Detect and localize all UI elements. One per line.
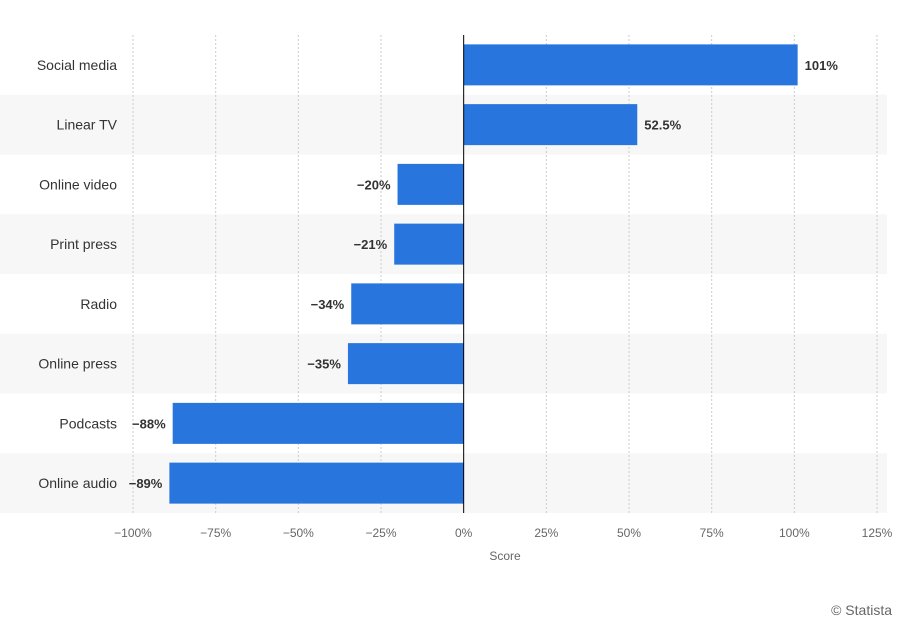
category-label: Radio [80,296,117,312]
data-label: 101% [805,58,839,73]
data-label: −88% [132,416,166,431]
x-tick-label: 100% [779,526,810,540]
bar[interactable] [463,104,638,146]
bar[interactable] [347,343,464,385]
bar[interactable] [397,163,464,205]
category-label: Linear TV [57,117,118,133]
category-label: Social media [37,57,117,73]
bar[interactable] [172,402,464,444]
x-tick-label: 50% [617,526,641,540]
category-label: Online press [38,356,117,372]
x-tick-label: −50% [283,526,314,540]
bar[interactable] [169,462,464,504]
x-tick-label: 0% [455,526,473,540]
x-tick-labels: −100% −75% −50% −25% 0% 25% 50% 75% 100% 125% [114,526,893,540]
x-tick-label: −100% [114,526,152,540]
bar[interactable] [351,283,464,325]
x-tick-label: −25% [365,526,396,540]
x-tick-label: −75% [200,526,231,540]
bars [169,44,798,504]
data-label: −20% [357,177,391,192]
x-axis-title: Score [489,549,521,563]
category-label: Print press [50,236,117,252]
bar[interactable] [463,44,798,86]
category-labels: Social media Linear TV Online video Print p… [37,57,118,491]
category-label: Online video [39,176,117,192]
category-label: Online audio [38,475,117,491]
x-tick-label: 125% [862,526,893,540]
statista-credit[interactable]: © Statista [831,602,892,618]
data-labels: 101% 52.5% −20% −21% −34% −35% −88% −89% [129,58,839,491]
x-tick-label: 75% [700,526,724,540]
data-label: −35% [307,357,341,372]
data-label: −34% [311,297,345,312]
category-label: Podcasts [59,415,117,431]
x-tick-label: 25% [534,526,558,540]
bar[interactable] [394,223,464,265]
row-band [0,94,887,155]
data-label: −21% [354,237,388,252]
data-label: 52.5% [644,118,681,133]
data-label: −89% [129,476,163,491]
